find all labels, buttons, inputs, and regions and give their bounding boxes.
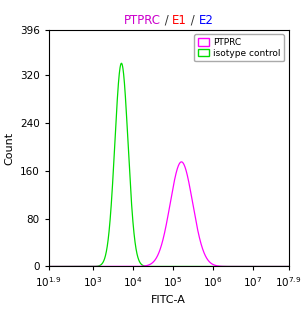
Text: /: / (187, 14, 199, 27)
Y-axis label: Count: Count (4, 132, 14, 165)
Text: PTPRC: PTPRC (124, 14, 161, 27)
Text: /: / (161, 14, 172, 27)
X-axis label: FITC-A: FITC-A (151, 295, 186, 305)
Text: E2: E2 (199, 14, 214, 27)
Legend: PTPRC, isotype control: PTPRC, isotype control (194, 34, 284, 61)
Text: E1: E1 (172, 14, 187, 27)
